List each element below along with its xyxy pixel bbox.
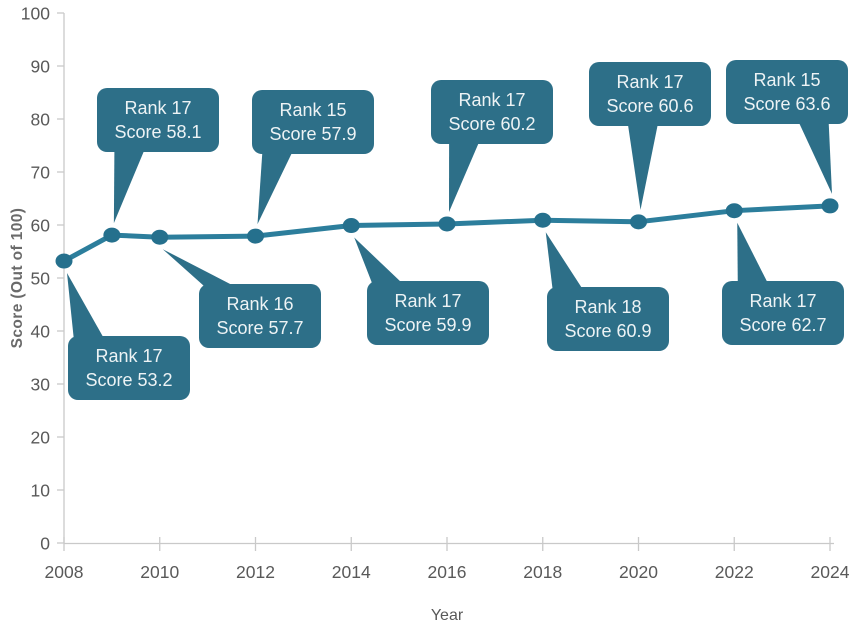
data-point-2010 bbox=[151, 229, 169, 245]
callout-box-2014 bbox=[367, 281, 489, 345]
x-axis-title: Year bbox=[430, 607, 464, 624]
callout-box-2016 bbox=[431, 80, 553, 144]
data-point-2020 bbox=[630, 214, 647, 230]
callout-score-2016: Score 60.2 bbox=[448, 114, 535, 134]
callout-pointer-2008 bbox=[67, 273, 104, 338]
callout-pointer-2022 bbox=[737, 222, 768, 283]
callout-rank-2024: Rank 15 bbox=[753, 70, 820, 90]
callout-pointer-2012 bbox=[257, 152, 293, 225]
x-tick-label: 2022 bbox=[715, 562, 754, 582]
callout-box-2008 bbox=[68, 336, 190, 400]
x-tick-label: 2014 bbox=[332, 562, 371, 582]
y-tick-label: 40 bbox=[31, 322, 51, 342]
callout-pointer-2016 bbox=[449, 142, 480, 212]
callout-box-2020 bbox=[589, 62, 711, 126]
y-tick-label: 100 bbox=[21, 4, 50, 24]
callout-box-2018 bbox=[547, 287, 669, 351]
callout-pointer-2014 bbox=[354, 237, 402, 283]
callout-rank-2012: Rank 15 bbox=[279, 100, 346, 120]
y-tick-label: 10 bbox=[31, 481, 51, 501]
callout-score-2009: Score 58.1 bbox=[114, 122, 201, 142]
data-point-2024 bbox=[821, 198, 839, 214]
callout-rank-2018: Rank 18 bbox=[574, 297, 641, 317]
callout-score-2014: Score 59.9 bbox=[384, 315, 471, 335]
y-axis-title: Score (Out of 100) bbox=[9, 207, 26, 349]
callout-pointer-2010 bbox=[162, 249, 234, 286]
callout-rank-2008: Rank 17 bbox=[95, 346, 162, 366]
data-point-2022 bbox=[725, 203, 743, 219]
data-point-2009 bbox=[103, 227, 121, 243]
y-tick-label: 90 bbox=[31, 57, 51, 77]
callout-rank-2016: Rank 17 bbox=[458, 90, 525, 110]
x-tick-label: 2010 bbox=[140, 562, 179, 582]
callout-score-2022: Score 62.7 bbox=[739, 315, 826, 335]
data-point-2014 bbox=[342, 218, 360, 234]
data-point-2008 bbox=[55, 253, 73, 269]
callout-box-2012 bbox=[252, 90, 374, 154]
y-tick-label: 60 bbox=[31, 216, 51, 236]
data-point-2012 bbox=[247, 228, 264, 244]
callout-rank-2009: Rank 17 bbox=[124, 98, 191, 118]
callout-pointer-2024 bbox=[798, 122, 832, 194]
x-tick-label: 2012 bbox=[236, 562, 275, 582]
callout-pointer-2009 bbox=[113, 150, 145, 224]
y-tick-label: 50 bbox=[31, 269, 51, 289]
callout-score-2018: Score 60.9 bbox=[564, 321, 651, 341]
callout-score-2024: Score 63.6 bbox=[743, 94, 830, 114]
callout-score-2020: Score 60.6 bbox=[606, 96, 693, 116]
callout-rank-2010: Rank 16 bbox=[226, 294, 293, 314]
callout-box-2022 bbox=[722, 281, 844, 345]
callout-rank-2020: Rank 17 bbox=[616, 72, 683, 92]
callout-score-2012: Score 57.9 bbox=[269, 124, 356, 144]
callout-box-2010 bbox=[199, 284, 321, 348]
x-tick-label: 2018 bbox=[523, 562, 562, 582]
data-point-2016 bbox=[438, 216, 456, 232]
y-tick-label: 30 bbox=[31, 375, 51, 395]
callout-score-2010: Score 57.7 bbox=[216, 318, 303, 338]
callout-box-2024 bbox=[726, 60, 848, 124]
x-tick-label: 2008 bbox=[45, 562, 84, 582]
callout-rank-2022: Rank 17 bbox=[749, 291, 816, 311]
callout-pointer-2018 bbox=[545, 232, 583, 289]
y-tick-label: 80 bbox=[31, 110, 51, 130]
x-tick-label: 2020 bbox=[619, 562, 658, 582]
x-tick-label: 2016 bbox=[428, 562, 467, 582]
y-tick-label: 70 bbox=[31, 163, 51, 183]
score-line bbox=[61, 203, 833, 264]
callout-pointer-2020 bbox=[627, 124, 658, 210]
callout-rank-2014: Rank 17 bbox=[394, 291, 461, 311]
callout-box-2009 bbox=[97, 88, 219, 152]
data-point-2018 bbox=[534, 212, 552, 228]
x-tick-label: 2024 bbox=[811, 562, 850, 582]
y-tick-label: 0 bbox=[40, 534, 50, 554]
y-tick-label: 20 bbox=[31, 428, 51, 448]
callout-score-2008: Score 53.2 bbox=[85, 370, 172, 390]
